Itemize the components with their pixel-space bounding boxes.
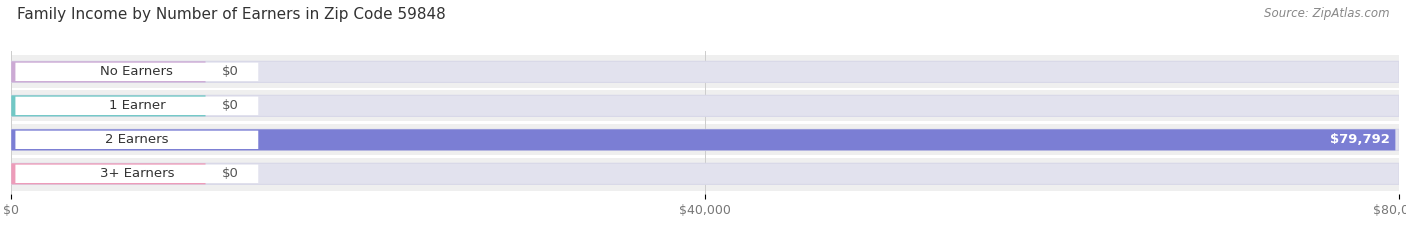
- Text: 2 Earners: 2 Earners: [105, 133, 169, 146]
- Bar: [11, 55, 1399, 89]
- FancyBboxPatch shape: [11, 163, 205, 184]
- FancyBboxPatch shape: [11, 95, 1399, 116]
- Bar: [11, 88, 1399, 90]
- Bar: [11, 157, 1399, 191]
- FancyBboxPatch shape: [11, 163, 1399, 184]
- Text: $0: $0: [222, 167, 239, 180]
- Bar: [11, 121, 1399, 124]
- Text: Source: ZipAtlas.com: Source: ZipAtlas.com: [1264, 7, 1389, 20]
- Bar: [11, 123, 1399, 157]
- Text: $79,792: $79,792: [1330, 133, 1389, 146]
- Bar: [11, 89, 1399, 123]
- FancyBboxPatch shape: [15, 165, 259, 183]
- FancyBboxPatch shape: [11, 129, 1395, 150]
- Text: No Earners: No Earners: [100, 65, 173, 78]
- Text: $0: $0: [222, 65, 239, 78]
- Text: Family Income by Number of Earners in Zip Code 59848: Family Income by Number of Earners in Zi…: [17, 7, 446, 22]
- FancyBboxPatch shape: [15, 131, 259, 149]
- Text: $0: $0: [222, 99, 239, 112]
- Text: 1 Earner: 1 Earner: [108, 99, 165, 112]
- FancyBboxPatch shape: [11, 95, 205, 116]
- FancyBboxPatch shape: [11, 61, 1399, 82]
- FancyBboxPatch shape: [15, 97, 259, 115]
- FancyBboxPatch shape: [11, 129, 1399, 150]
- Bar: [11, 155, 1399, 158]
- Text: 3+ Earners: 3+ Earners: [100, 167, 174, 180]
- FancyBboxPatch shape: [11, 61, 205, 82]
- FancyBboxPatch shape: [15, 63, 259, 81]
